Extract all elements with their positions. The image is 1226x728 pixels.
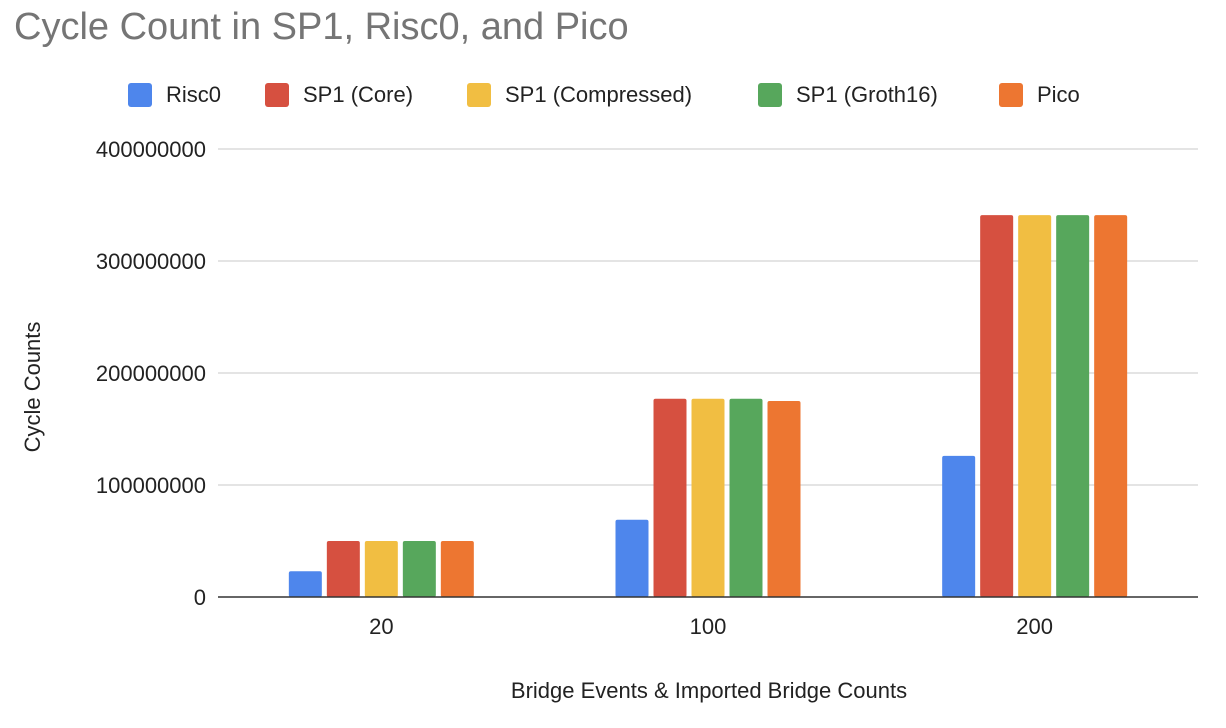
bar (942, 455, 976, 597)
bar (653, 398, 687, 597)
legend-label: SP1 (Compressed) (505, 82, 693, 107)
chart-title: Cycle Count in SP1, Risc0, and Pico (14, 6, 629, 48)
chart-legend: Risc0 SP1 (Core) SP1 (Compressed) SP1 (G… (0, 78, 1226, 112)
x-tick-label: 20 (369, 614, 393, 639)
x-tick-label: 100 (690, 614, 727, 639)
legend-item-sp1-core: SP1 (Core) (265, 78, 413, 112)
legend-label: SP1 (Core) (303, 82, 414, 107)
legend-label: Pico (1037, 82, 1080, 107)
axes: 0 100000000 200000000 300000000 400000000 20 1… (96, 137, 1198, 639)
legend-swatch (265, 83, 289, 107)
y-axis-title: Cycle Counts (20, 322, 45, 453)
bar (440, 541, 474, 597)
legend-item-pico: Pico (999, 78, 1080, 112)
bar (402, 541, 436, 597)
bar (767, 401, 801, 597)
legend-swatch (467, 83, 491, 107)
y-tick-label: 400000000 (96, 137, 206, 162)
legend-item-risc0: Risc0 (128, 78, 221, 112)
legend-item-sp1-groth16: SP1 (Groth16) (758, 78, 938, 112)
bar (980, 215, 1014, 597)
legend-swatch (999, 83, 1023, 107)
bar (1094, 215, 1128, 597)
y-tick-label: 0 (194, 585, 206, 610)
bar (1056, 215, 1090, 597)
legend-swatch (758, 83, 782, 107)
y-tick-label: 200000000 (96, 361, 206, 386)
x-axis-title: Bridge Events & Imported Bridge Counts (511, 678, 907, 703)
legend-swatch (128, 83, 152, 107)
legend-label: Risc0 (166, 82, 222, 107)
bar (615, 519, 649, 597)
legend-item-sp1-compressed: SP1 (Compressed) (467, 78, 692, 112)
x-tick-label: 200 (1016, 614, 1053, 639)
bar (364, 541, 398, 597)
bar (326, 541, 360, 597)
bar (1018, 215, 1052, 597)
bar (691, 398, 725, 597)
bars (288, 215, 1128, 597)
y-tick-label: 100000000 (96, 473, 206, 498)
y-tick-label: 300000000 (96, 249, 206, 274)
legend-label: SP1 (Groth16) (796, 82, 938, 107)
bar (288, 571, 322, 597)
bar (729, 398, 763, 597)
